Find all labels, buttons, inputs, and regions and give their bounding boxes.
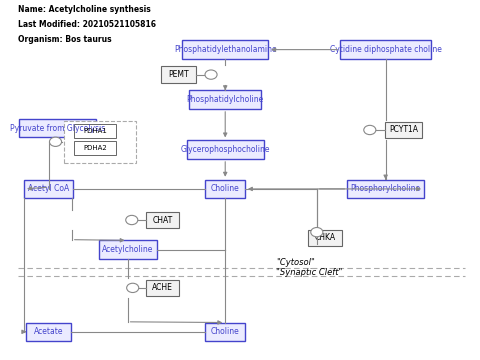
- Text: PDHA1: PDHA1: [83, 128, 107, 134]
- Text: PDHA2: PDHA2: [83, 145, 107, 151]
- FancyBboxPatch shape: [24, 180, 73, 198]
- Circle shape: [49, 137, 61, 147]
- Text: "Cytosol": "Cytosol": [276, 258, 315, 267]
- Text: Phosphatidylethanolamine: Phosphatidylethanolamine: [174, 45, 276, 54]
- FancyBboxPatch shape: [347, 180, 424, 198]
- FancyBboxPatch shape: [189, 90, 261, 109]
- Text: Acetate: Acetate: [34, 327, 63, 336]
- Text: Pyruvate from Glycolysis: Pyruvate from Glycolysis: [10, 124, 106, 133]
- Text: Choline: Choline: [211, 184, 240, 193]
- Circle shape: [311, 228, 323, 237]
- Text: Phosphatidylcholine: Phosphatidylcholine: [187, 95, 264, 104]
- Text: Glycerophosphocholine: Glycerophosphocholine: [180, 145, 270, 154]
- FancyBboxPatch shape: [205, 180, 245, 198]
- FancyBboxPatch shape: [146, 212, 179, 228]
- FancyBboxPatch shape: [74, 141, 116, 155]
- FancyBboxPatch shape: [309, 230, 342, 246]
- Text: PCYT1A: PCYT1A: [389, 126, 418, 135]
- Text: Acetyl CoA: Acetyl CoA: [28, 184, 69, 193]
- Text: ACHE: ACHE: [152, 283, 173, 292]
- FancyBboxPatch shape: [20, 119, 96, 138]
- Text: CHAT: CHAT: [152, 216, 173, 225]
- FancyBboxPatch shape: [187, 140, 264, 159]
- Text: Acetylcholine: Acetylcholine: [102, 245, 153, 254]
- FancyBboxPatch shape: [205, 323, 245, 341]
- FancyBboxPatch shape: [64, 121, 136, 163]
- Text: "Synaptic Cleft": "Synaptic Cleft": [276, 268, 343, 277]
- Circle shape: [364, 125, 376, 135]
- Circle shape: [126, 215, 138, 225]
- Text: Choline: Choline: [211, 327, 240, 336]
- Circle shape: [127, 283, 139, 293]
- FancyBboxPatch shape: [98, 240, 156, 259]
- Text: PEMT: PEMT: [168, 70, 189, 79]
- FancyBboxPatch shape: [384, 122, 422, 138]
- Text: Last Modified: 20210521105816: Last Modified: 20210521105816: [18, 20, 156, 29]
- Text: Organism: Bos taurus: Organism: Bos taurus: [18, 35, 112, 44]
- FancyBboxPatch shape: [161, 66, 196, 83]
- FancyBboxPatch shape: [340, 40, 431, 59]
- Text: Name: Acetylcholine synthesis: Name: Acetylcholine synthesis: [18, 5, 151, 14]
- Text: Cytidine diphosphate choline: Cytidine diphosphate choline: [330, 45, 442, 54]
- Text: Phosphorylcholine: Phosphorylcholine: [350, 184, 420, 193]
- Text: CHKA: CHKA: [314, 233, 336, 242]
- FancyBboxPatch shape: [74, 123, 116, 138]
- FancyBboxPatch shape: [146, 280, 179, 296]
- FancyBboxPatch shape: [26, 323, 71, 341]
- Circle shape: [205, 70, 217, 79]
- FancyBboxPatch shape: [182, 40, 268, 59]
